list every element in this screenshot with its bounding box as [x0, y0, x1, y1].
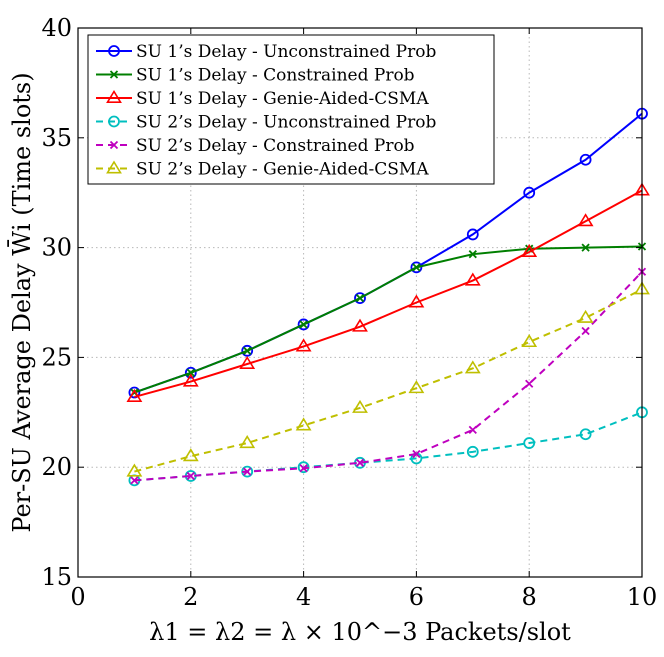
data-point: [243, 346, 252, 355]
data-point: [184, 366, 197, 379]
legend-swatch-marker: [106, 89, 122, 104]
series-line: [134, 245, 643, 394]
x-tick-label: 6: [409, 583, 424, 611]
data-point: [299, 320, 308, 329]
data-point: [523, 186, 536, 199]
x-axis-title: λ1 = λ2 = λ × 10^−3 Packets/slot: [149, 618, 571, 646]
y-tick-label: 35: [41, 124, 72, 152]
legend-item: SU 2’s Delay - Constrained Prob: [96, 136, 415, 156]
x-tick-label: 4: [296, 583, 311, 611]
y-tick-label: 25: [41, 343, 72, 371]
data-point: [468, 250, 477, 259]
legend-swatch-marker: [109, 70, 119, 79]
y-tick-label: 20: [41, 453, 72, 481]
series-line: [134, 189, 643, 398]
legend-item: SU 2’s Delay - Unconstrained Prob: [96, 113, 436, 133]
legend-box: [87, 34, 495, 185]
data-point: [239, 435, 256, 449]
legend-item: SU 1’s Delay - Constrained Prob: [96, 66, 415, 86]
data-point: [297, 318, 310, 331]
series-5: [130, 267, 647, 485]
data-point: [581, 243, 590, 252]
series-line: [134, 271, 643, 482]
data-point: [354, 292, 366, 305]
legend-item: SU 2’s Delay - Genie-Aided-CSMA: [96, 160, 429, 180]
data-point: [130, 476, 139, 485]
y-tick-label: 15: [41, 563, 72, 591]
x-tick-label: 8: [522, 583, 537, 611]
legend-swatch-marker: [108, 45, 120, 57]
series-line: [134, 411, 643, 482]
data-point: [464, 272, 481, 286]
data-point: [412, 263, 421, 272]
data-point: [521, 333, 538, 348]
data-point: [410, 261, 423, 274]
legend-label: SU 2’s Delay - Constrained Prob: [136, 136, 415, 156]
data-point: [466, 445, 479, 458]
data-point: [186, 471, 195, 481]
legend-swatch-marker: [106, 160, 122, 174]
data-point: [355, 458, 365, 467]
y-tick-label: 30: [41, 234, 72, 262]
data-point: [466, 228, 479, 241]
data-point: [241, 344, 254, 357]
legend-item: SU 1’s Delay - Genie-Aided-CSMA: [96, 89, 429, 109]
data-point: [464, 360, 481, 374]
data-point: [468, 425, 477, 435]
series-line: [134, 288, 643, 473]
legend-item: SU 1’s Delay - Unconstrained Prob: [96, 42, 436, 62]
x-tick-label: 0: [70, 583, 85, 611]
series-2: [130, 242, 647, 397]
x-tick-label: 10: [627, 583, 658, 611]
data-point: [126, 463, 143, 477]
data-point: [239, 355, 256, 370]
data-point: [182, 448, 199, 462]
series-6: [126, 281, 650, 477]
data-point: [525, 379, 534, 388]
data-point: [412, 449, 421, 459]
series-4: [128, 406, 648, 487]
data-point: [523, 437, 536, 449]
plot-frame: [77, 27, 643, 578]
data-point: [352, 399, 368, 413]
y-tick-label: 40: [41, 14, 72, 42]
data-point: [521, 243, 538, 258]
data-point: [295, 417, 312, 431]
y-axis-title: Per-SU Average Delay W̄i (Time slots): [8, 72, 36, 532]
data-point: [408, 380, 425, 394]
data-point: [243, 467, 252, 476]
data-point: [408, 294, 425, 308]
x-tick-label: 2: [183, 583, 198, 611]
ticks: 0 2 4 6 8 10 15 20 25 30 35 40: [41, 14, 657, 611]
data-point: [577, 309, 594, 323]
series-layer: [126, 107, 650, 487]
data-point: [577, 213, 594, 227]
series-3: [126, 182, 650, 402]
legend-label: SU 1’s Delay - Unconstrained Prob: [136, 42, 436, 62]
data-point: [355, 293, 365, 303]
data-point: [299, 464, 308, 473]
legend-swatch-marker: [108, 115, 120, 128]
data-point: [579, 428, 592, 441]
data-point: [186, 368, 195, 377]
data-point: [352, 318, 368, 332]
data-point: [295, 338, 312, 352]
legend-label: SU 1’s Delay - Genie-Aided-CSMA: [136, 89, 429, 109]
legend-swatch-marker: [109, 140, 119, 150]
legend: SU 1’s Delay - Unconstrained Prob SU 1’s …: [87, 34, 495, 185]
data-point: [128, 386, 141, 399]
data-point: [182, 373, 199, 387]
data-point: [126, 388, 143, 402]
data-point: [581, 326, 590, 336]
data-point: [579, 153, 592, 166]
legend-label: SU 2’s Delay - Genie-Aided-CSMA: [136, 160, 429, 180]
legend-label: SU 1’s Delay - Constrained Prob: [136, 66, 415, 86]
legend-label: SU 2’s Delay - Unconstrained Prob: [136, 113, 436, 133]
